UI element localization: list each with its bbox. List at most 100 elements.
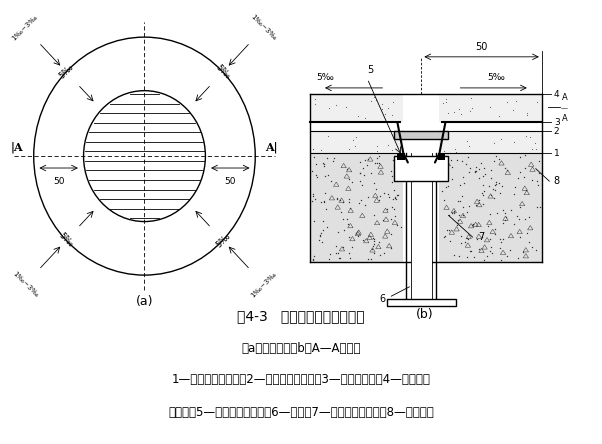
- Point: [532, 178, 542, 185]
- Point: [359, 236, 368, 243]
- Point: [524, 213, 534, 220]
- Point: [392, 133, 402, 140]
- Text: (b): (b): [415, 308, 433, 321]
- Point: [510, 184, 520, 191]
- Point: [479, 165, 489, 172]
- Point: [494, 113, 504, 120]
- Point: [356, 196, 366, 203]
- Point: [368, 242, 378, 250]
- Point: [391, 194, 400, 201]
- Point: [314, 236, 324, 243]
- Point: [462, 235, 471, 242]
- Point: [368, 250, 378, 257]
- Point: [355, 159, 365, 166]
- Point: [344, 198, 354, 205]
- Point: [501, 213, 511, 220]
- Point: [486, 211, 495, 218]
- Point: [498, 219, 507, 226]
- Point: [535, 204, 544, 211]
- Point: [490, 231, 500, 238]
- Point: [521, 216, 530, 223]
- Point: [346, 254, 355, 262]
- Point: [514, 254, 523, 262]
- Point: [387, 111, 397, 118]
- Bar: [310, 153, 403, 262]
- Point: [491, 178, 500, 186]
- Point: [467, 104, 476, 111]
- Point: [470, 167, 480, 174]
- Point: [437, 188, 447, 195]
- Point: [487, 250, 497, 257]
- Point: [393, 191, 403, 198]
- Point: [312, 174, 322, 181]
- Point: [309, 154, 318, 161]
- Point: [445, 238, 455, 245]
- Point: [371, 96, 381, 103]
- Point: [331, 101, 341, 108]
- Point: [438, 134, 447, 141]
- Point: [351, 134, 361, 141]
- Point: [498, 206, 508, 214]
- Point: [344, 250, 354, 257]
- Point: [533, 182, 542, 189]
- Point: [463, 235, 473, 242]
- Point: [331, 242, 341, 250]
- Point: [450, 207, 459, 214]
- Point: [334, 229, 343, 236]
- Point: [312, 172, 321, 179]
- Point: [316, 229, 326, 236]
- Point: [310, 101, 320, 108]
- Point: [375, 251, 385, 258]
- Point: [462, 208, 472, 215]
- Point: [448, 210, 458, 217]
- Point: [442, 226, 452, 233]
- Point: [359, 164, 368, 171]
- Point: [375, 192, 385, 199]
- Point: [334, 255, 344, 262]
- Text: 5‰: 5‰: [57, 231, 75, 250]
- Point: [521, 186, 530, 193]
- Point: [496, 256, 506, 263]
- Point: [322, 155, 332, 162]
- Point: [319, 160, 329, 167]
- Point: [355, 199, 364, 206]
- Point: [450, 251, 459, 258]
- Point: [321, 206, 331, 213]
- Point: [447, 163, 457, 170]
- Point: [341, 103, 350, 110]
- Bar: [387, 299, 456, 306]
- Point: [370, 179, 379, 186]
- Point: [456, 233, 466, 240]
- Point: [309, 252, 319, 259]
- Point: [372, 155, 382, 162]
- Point: [455, 252, 464, 259]
- Point: [363, 194, 373, 201]
- Point: [349, 136, 358, 143]
- Text: 5: 5: [367, 65, 373, 75]
- Point: [355, 169, 364, 176]
- Bar: [439, 131, 542, 153]
- Point: [374, 152, 384, 159]
- Point: [323, 171, 333, 178]
- Point: [389, 205, 399, 212]
- Point: [380, 111, 390, 118]
- Point: [458, 203, 468, 210]
- Text: 保护层；5—膨胀橡胶止水条；6—主管；7—补偿收缩混凝土；8—密封材料: 保护层；5—膨胀橡胶止水条；6—主管；7—补偿收缩混凝土；8—密封材料: [168, 406, 434, 419]
- Point: [394, 157, 403, 164]
- Point: [338, 243, 348, 250]
- Point: [308, 257, 318, 264]
- Point: [461, 238, 470, 246]
- Point: [474, 197, 483, 204]
- Point: [335, 255, 345, 262]
- Bar: [394, 131, 448, 139]
- Point: [512, 97, 521, 104]
- Point: [466, 94, 476, 101]
- Point: [527, 145, 537, 152]
- Point: [388, 147, 397, 154]
- Point: [467, 222, 477, 229]
- Point: [369, 235, 379, 242]
- Point: [441, 159, 450, 166]
- Point: [510, 139, 520, 146]
- Point: [453, 197, 462, 204]
- Point: [514, 174, 523, 181]
